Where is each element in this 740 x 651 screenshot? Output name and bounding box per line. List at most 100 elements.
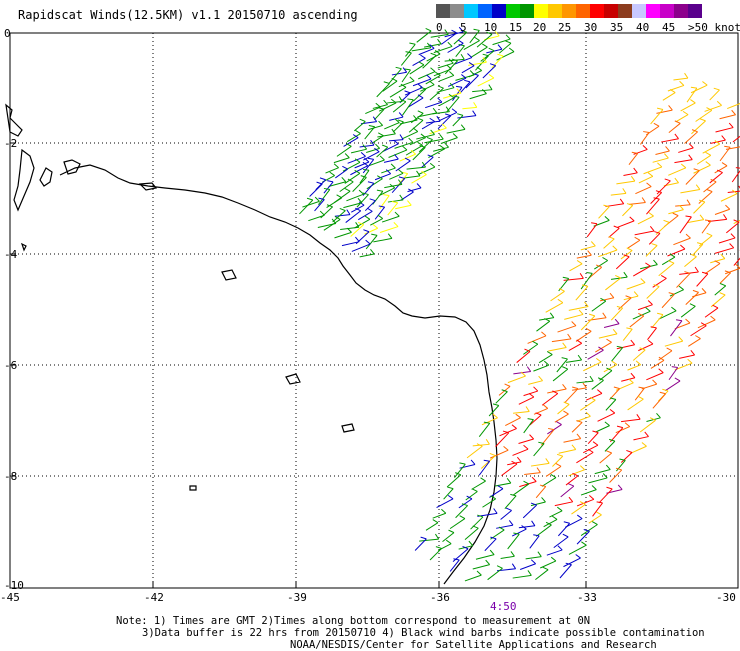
scale-swatch: [604, 4, 618, 18]
wind-barb: [547, 389, 566, 393]
wind-barb: [572, 388, 586, 390]
wind-barb: [698, 320, 715, 328]
wind-barb: [549, 511, 562, 517]
wind-barb: [621, 378, 635, 382]
wind-barb-flag: [721, 254, 725, 258]
wind-barb-flag: [382, 145, 388, 147]
scale-swatch: [660, 4, 674, 18]
wind-barb-flag: [384, 100, 388, 105]
wind-barb: [688, 339, 700, 347]
wind-barb-flag: [596, 512, 601, 515]
wind-barb: [715, 248, 734, 254]
wind-barb: [640, 420, 655, 432]
wind-barb-flag: [486, 439, 489, 444]
swath-time-label: 4:50: [490, 600, 517, 613]
wind-barb-flag: [679, 337, 683, 341]
lat-label-minus8: -8: [4, 470, 17, 483]
wind-barb: [395, 205, 411, 209]
wind-barb-flag: [541, 332, 546, 336]
wind-barb: [680, 217, 692, 233]
wind-barb: [685, 132, 698, 144]
wind-barb: [318, 189, 329, 204]
wind-barb-flag: [471, 460, 475, 465]
wind-barb: [674, 160, 692, 163]
wind-barb: [633, 350, 645, 360]
wind-barb-flag: [534, 387, 538, 391]
wind-barb-flag: [654, 123, 659, 126]
wind-barb: [416, 134, 434, 139]
wind-barb: [508, 376, 526, 383]
wind-barb-flag: [634, 292, 638, 297]
wind-barb-flag: [625, 423, 630, 427]
wind-barb: [581, 246, 596, 250]
wind-barb: [628, 365, 641, 370]
wind-barb: [558, 404, 570, 414]
wind-barb-flag: [651, 244, 657, 246]
wind-barb-flag: [395, 212, 399, 216]
wind-barb: [467, 446, 482, 458]
wind-barb-flag: [405, 158, 410, 161]
wind-barb: [552, 339, 571, 342]
wind-barb: [528, 381, 542, 385]
wind-barb-flag: [657, 163, 661, 167]
wind-barb-flag: [557, 454, 563, 456]
wind-barb: [647, 287, 659, 299]
wind-barb: [598, 413, 615, 421]
wind-barb-flag: [676, 320, 682, 321]
wind-barb-flag: [365, 216, 370, 219]
wind-barb: [600, 453, 612, 463]
wind-barb-flag: [472, 489, 477, 492]
wind-barb-flag: [427, 75, 431, 79]
wind-barb-flag: [664, 154, 668, 158]
wind-barb-flag: [632, 152, 638, 153]
wind-barb-flag: [563, 534, 568, 537]
wind-barb: [410, 65, 424, 74]
wind-barb-flag: [355, 237, 359, 242]
wind-barb: [476, 555, 494, 560]
scale-swatch: [492, 4, 506, 18]
wind-barb-flag: [456, 86, 462, 87]
wind-barb: [524, 420, 534, 433]
wind-barb-flag: [524, 481, 529, 484]
wind-barb-flag: [700, 215, 704, 220]
wind-barb-flag: [642, 197, 645, 202]
wind-barb: [583, 362, 601, 371]
wind-barb: [536, 486, 546, 497]
wind-barb-flag: [562, 367, 567, 369]
wind-barb-flag: [564, 522, 570, 524]
wind-barb: [547, 550, 562, 555]
wind-barb: [656, 110, 672, 113]
wind-barb-flag: [355, 130, 360, 133]
wind-barb: [354, 121, 365, 130]
wind-barb: [418, 113, 437, 117]
wind-barb: [318, 224, 336, 228]
wind-barb-flag: [613, 246, 617, 250]
wind-barb: [478, 78, 494, 86]
wind-barb-flag: [373, 224, 378, 228]
wind-barb-flag: [558, 299, 563, 302]
wind-barb: [629, 202, 646, 204]
wind-barb-flag: [695, 267, 698, 272]
wind-barb-flag: [664, 220, 670, 222]
wind-barb-flag: [605, 422, 610, 426]
wind-barb-flag: [606, 451, 612, 453]
wind-barb: [497, 52, 514, 61]
wind-barb: [382, 216, 399, 222]
wind-barb-flag: [645, 432, 649, 437]
wind-barb: [421, 157, 433, 167]
wind-barb: [325, 168, 338, 173]
wind-barb-flag: [452, 30, 457, 33]
wind-barb-flag: [714, 88, 720, 90]
wind-barb: [679, 355, 694, 358]
wind-barb-flag: [626, 296, 632, 298]
wind-barb: [462, 66, 474, 73]
wind-barb-flag: [418, 111, 423, 114]
wind-barb-flag: [609, 237, 615, 239]
wind-barb-flag: [431, 53, 437, 55]
wind-barb-flag: [410, 77, 414, 81]
wind-barb-flag: [556, 422, 561, 425]
wind-barb: [519, 526, 535, 528]
wind-barb: [638, 344, 653, 351]
wind-barb: [520, 564, 535, 570]
wind-barb: [649, 233, 660, 244]
